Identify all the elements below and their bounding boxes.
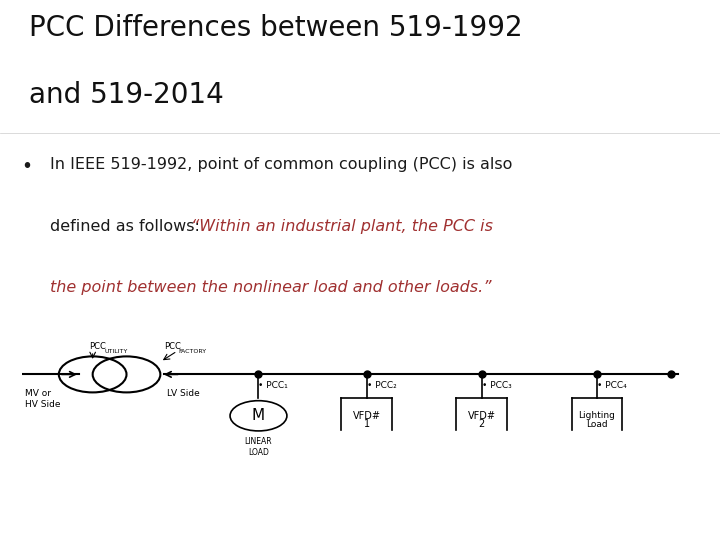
Text: PCC: PCC (163, 342, 181, 351)
Text: Load: Load (586, 420, 608, 429)
Text: •: • (22, 157, 32, 176)
Text: In IEEE 519-1992, point of common coupling (PCC) is also: In IEEE 519-1992, point of common coupli… (50, 157, 513, 172)
Text: MV or: MV or (25, 389, 51, 398)
Text: PCC Differences between 519-1992: PCC Differences between 519-1992 (29, 14, 523, 42)
Text: LINEAR: LINEAR (245, 437, 272, 447)
Text: LOAD: LOAD (248, 448, 269, 457)
Text: HV Side: HV Side (25, 400, 60, 409)
Text: PCC: PCC (89, 342, 106, 351)
Text: 1: 1 (364, 419, 370, 429)
Text: M: M (252, 408, 265, 423)
Text: and 519-2014: and 519-2014 (29, 81, 223, 109)
Text: Lighting: Lighting (578, 411, 616, 420)
Text: YASKAWA: YASKAWA (18, 511, 116, 529)
Text: 2: 2 (479, 419, 485, 429)
Text: defined as follows:: defined as follows: (50, 219, 205, 234)
Text: LV Side: LV Side (167, 389, 200, 398)
Text: “Within an industrial plant, the PCC is: “Within an industrial plant, the PCC is (191, 219, 492, 234)
Text: • PCC₁: • PCC₁ (258, 381, 288, 390)
Text: VFD#: VFD# (353, 411, 381, 421)
Text: • PCC₂: • PCC₂ (366, 381, 397, 390)
Text: • PCC₃: • PCC₃ (482, 381, 512, 390)
Text: • PCC₄: • PCC₄ (597, 381, 626, 390)
Text: FACTORY: FACTORY (179, 348, 207, 354)
Text: the point between the nonlinear load and other loads.”: the point between the nonlinear load and… (50, 280, 492, 295)
Text: VFD#: VFD# (468, 411, 496, 421)
Text: UTILITY: UTILITY (104, 348, 127, 354)
